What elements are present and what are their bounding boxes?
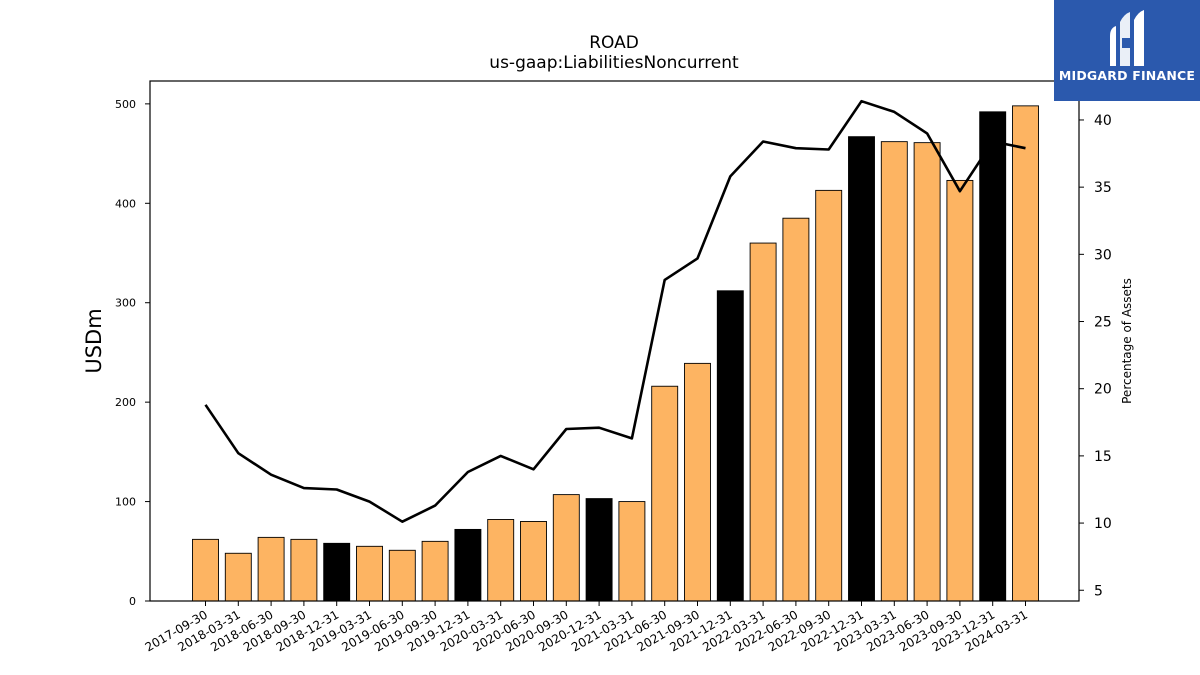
bar-2020-03-31 xyxy=(487,519,515,602)
plot-frame xyxy=(149,80,1080,602)
bar-2022-03-31 xyxy=(749,242,777,602)
bar-2017-09-30 xyxy=(192,538,219,602)
y2-axis-label: Percentage of Assets xyxy=(1120,278,1134,404)
bar-2021-09-30 xyxy=(684,362,711,602)
percentage-line xyxy=(204,99,1026,524)
y2-tick-label: 40 xyxy=(1094,113,1112,129)
bar-2023-03-31 xyxy=(880,141,908,602)
bar-2018-12-31 xyxy=(323,542,351,602)
y2-tick-label: 25 xyxy=(1094,315,1112,331)
bar-2021-06-30 xyxy=(651,385,679,602)
bar-2023-09-30 xyxy=(946,179,974,602)
bar-2018-06-30 xyxy=(257,536,285,602)
bar-2021-03-31 xyxy=(618,501,646,602)
bar-2020-09-30 xyxy=(552,494,580,602)
bar-2019-06-30 xyxy=(388,549,416,602)
bar-2024-03-31 xyxy=(1012,105,1039,602)
y2-tick-label: 20 xyxy=(1094,382,1112,398)
chart-subtitle: us-gaap:LiabilitiesNoncurrent xyxy=(489,53,739,73)
bar-2020-12-31 xyxy=(585,498,613,602)
bar-2022-12-31 xyxy=(848,136,875,602)
bar-2023-12-31 xyxy=(979,111,1007,602)
bar-2019-09-30 xyxy=(421,540,449,602)
x-axis: 2017-09-302018-03-312018-06-302018-09-30… xyxy=(143,601,1030,654)
bars xyxy=(192,105,1039,602)
bar-2018-09-30 xyxy=(290,538,318,602)
y-tick-label: 0 xyxy=(129,595,136,608)
y-tick-label: 500 xyxy=(115,98,136,111)
y-tick-label: 100 xyxy=(115,496,136,509)
y2-tick-label: 35 xyxy=(1094,180,1112,196)
bar-2020-06-30 xyxy=(520,521,547,602)
bar-2021-12-31 xyxy=(716,290,744,602)
midgard-finance-logo: MIDGARD FINANCE xyxy=(1054,0,1200,101)
bar-2018-03-31 xyxy=(224,552,252,602)
y-tick-label: 300 xyxy=(115,297,136,310)
y-axis-left: 0 100 200 300 400 500 xyxy=(115,98,150,608)
bar-2022-09-30 xyxy=(815,189,843,602)
bar-2019-12-31 xyxy=(454,528,482,602)
y2-tick-label: 30 xyxy=(1094,247,1112,263)
y-axis-label: USDm xyxy=(82,308,106,373)
bar-2023-06-30 xyxy=(913,142,941,602)
y-tick-label: 400 xyxy=(115,197,136,210)
bar-2022-06-30 xyxy=(782,217,810,602)
y2-tick-label: 10 xyxy=(1094,516,1112,532)
chart-title: ROAD xyxy=(589,33,639,53)
midgard-logo-icon xyxy=(1110,10,1144,66)
bar-2019-03-31 xyxy=(356,545,383,602)
y2-tick-label: 5 xyxy=(1094,583,1103,599)
logo-text: MIDGARD FINANCE xyxy=(1058,68,1196,83)
y-axis-right: 5 10 15 20 25 30 35 40 xyxy=(1079,113,1112,599)
y2-tick-label: 15 xyxy=(1094,449,1112,465)
y-tick-label: 200 xyxy=(115,396,136,409)
